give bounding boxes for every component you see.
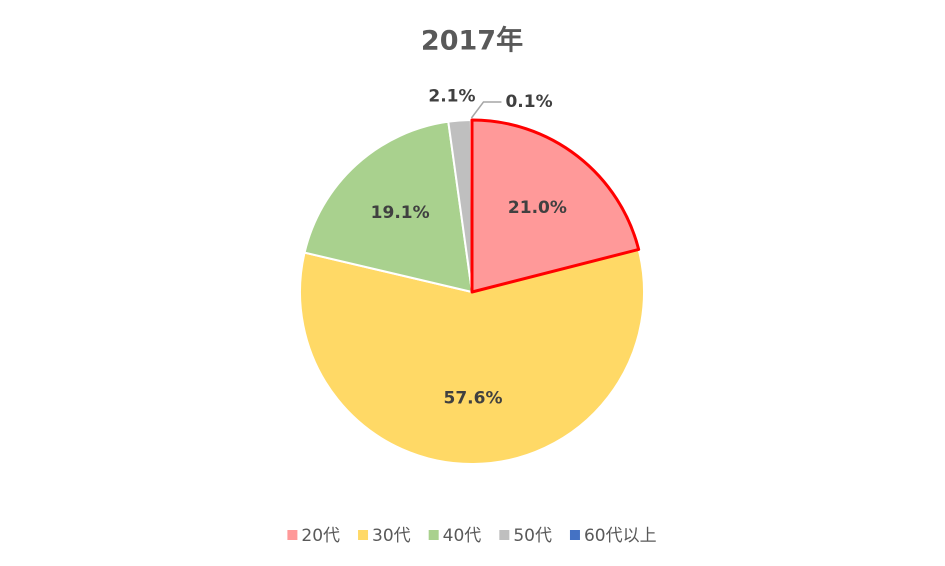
legend-label: 30代 bbox=[372, 526, 411, 546]
data-label: 21.0% bbox=[508, 198, 567, 218]
data-label: 19.1% bbox=[371, 203, 430, 223]
legend-label: 50代 bbox=[513, 526, 552, 546]
legend: 20代 30代 40代 50代 60代以上 bbox=[287, 526, 657, 546]
data-label: 57.6% bbox=[444, 389, 503, 409]
legend-label: 20代 bbox=[301, 526, 340, 546]
pie-slice bbox=[470, 118, 641, 294]
pie-slice bbox=[299, 248, 645, 465]
pie-slice bbox=[303, 120, 473, 293]
data-label: 2.1% bbox=[428, 87, 475, 107]
legend-swatch bbox=[499, 530, 510, 540]
legend-swatch bbox=[569, 530, 580, 540]
chart-title: 2017年 bbox=[421, 25, 523, 57]
legend-swatch bbox=[428, 530, 439, 540]
leader-line bbox=[470, 101, 502, 119]
legend-label: 60代以上 bbox=[584, 526, 657, 546]
legend-swatch bbox=[358, 530, 369, 540]
legend-swatch bbox=[287, 530, 298, 540]
data-label: 0.1% bbox=[505, 92, 552, 112]
legend-label: 40代 bbox=[443, 526, 482, 546]
